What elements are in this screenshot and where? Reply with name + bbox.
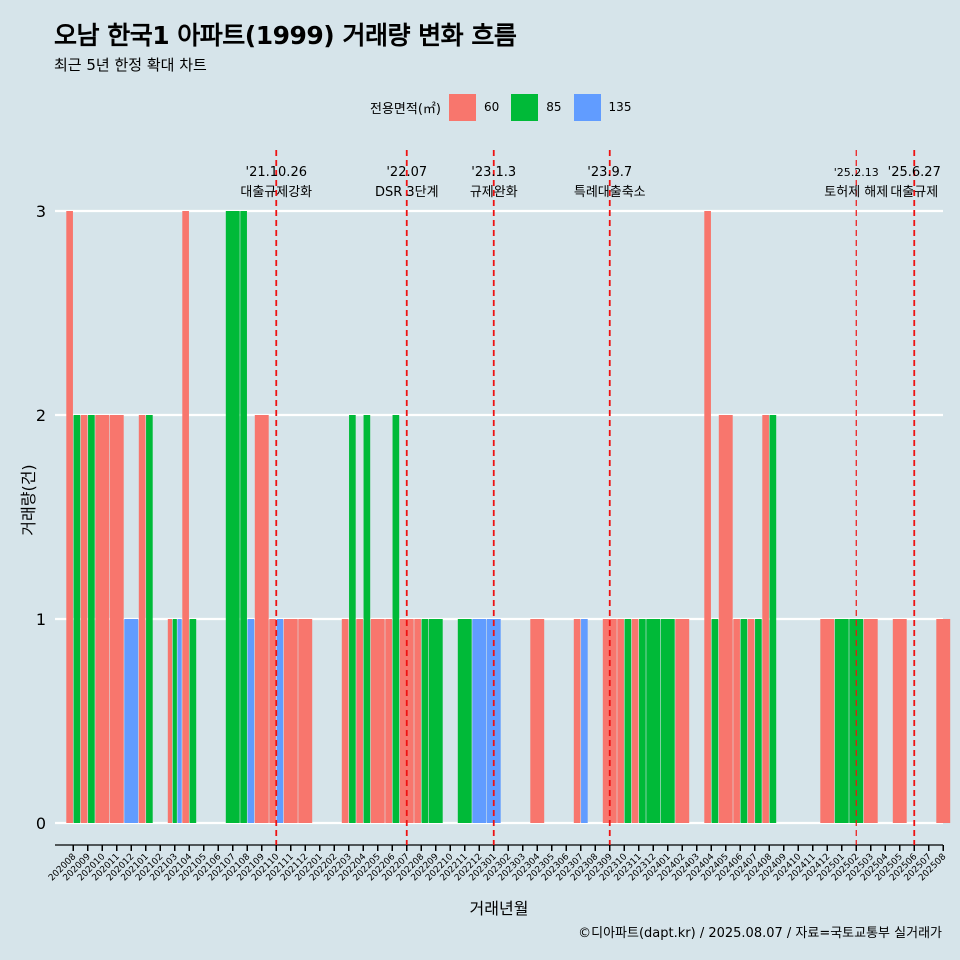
legend-swatch-135 [573,93,601,121]
bar-60-202010 [95,415,110,823]
bar-85-202204 [363,415,371,823]
event-date-202301: '23.1.3 [471,165,516,180]
bar-60-202203 [341,619,349,823]
y-tick-label: 3 [36,202,46,221]
bar-135-202212 [472,619,487,823]
bar-85-202311 [639,619,646,823]
bar-85-202211 [457,619,472,823]
legend-label-135: 135 [608,100,632,114]
source-footer: ©디아파트(dapt.kr) / 2025.08.07 / 자료=국토교통부 실… [578,926,942,941]
bar-60-202008 [66,211,73,823]
bar-85-202406 [740,619,748,823]
bar-60-202402 [675,619,690,823]
event-date-202502: '25.2.13 [834,166,879,179]
bar-135-202108 [247,619,255,823]
bar-85-202008 [73,415,81,823]
legend-item-60: 60 [448,93,505,121]
bar-135-202012 [124,619,139,823]
bar-60-202205 [370,619,385,823]
legend-label-60: 60 [483,100,500,114]
bar-60-202101 [138,415,146,823]
bar-135-202307 [581,619,588,823]
bar-135-202103 [177,619,182,823]
event-label-202207: DSR 3단계 [375,185,439,200]
bar-85-202501 [834,619,849,823]
bar-60-202206 [385,619,392,823]
event-label-202502: 토허제 해제 [824,185,888,200]
event-label-202309: 특례대출축소 [574,185,646,200]
event-date-202309: '23.9.7 [587,165,632,180]
bar-85-202310 [624,619,632,823]
event-date-202110: '21.10.26 [246,165,307,180]
bar-60-202112 [298,619,313,823]
bar-60-202109 [254,415,269,823]
bar-60-202103 [167,619,173,823]
bar-85-202312 [646,619,661,823]
legend-swatch-85 [511,93,539,121]
bar-60-202404 [704,211,711,823]
x-axis-title: 거래년월 [470,899,529,918]
bar-85-202208 [421,619,429,823]
bar-60-202110 [269,619,276,823]
bar-60-202407 [747,619,755,823]
bar-85-202108 [240,211,247,823]
bar-85-202107 [225,211,240,823]
bar-85-202103 [172,619,177,823]
event-label-202110: 대출규제강화 [240,185,312,200]
bar-60-202503 [863,619,878,823]
bar-60-202310 [617,619,624,823]
bar-85-202206 [392,415,400,823]
bar-85-202408 [769,415,777,823]
legend-item-85: 85 [511,93,567,121]
bar-85-202407 [755,619,762,823]
bar-60-202104 [182,211,189,823]
bar-85-202104 [189,619,197,823]
bar-85-202209 [428,619,443,823]
bar-60-202505 [892,619,907,823]
legend-title: 전용면적(㎡) [370,101,441,117]
event-label-202301: 규제완화 [470,185,518,200]
bar-85-202401 [660,619,675,823]
y-tick-label: 0 [36,814,46,833]
bar-85-202203 [349,415,356,823]
legend-swatch-60 [448,93,476,121]
chart-subtitle: 최근 5년 한정 확대 차트 [54,56,207,74]
bar-85-202009 [88,415,95,823]
bar-135-202110 [276,619,284,823]
event-date-202207: '22.07 [386,165,427,180]
legend-item-135: 135 [573,93,638,121]
bar-60-202508 [936,619,951,823]
y-tick-label: 2 [36,406,46,425]
bar-60-202412 [820,619,835,823]
bar-60-202307 [573,619,581,823]
event-date-202506: '25.6.27 [888,165,941,180]
bar-60-202408 [762,415,769,823]
bar-60-202204 [356,619,363,823]
bar-60-202011 [109,415,124,823]
y-tick-label: 1 [36,610,46,629]
y-axis-title: 거래량(건) [19,464,38,535]
bar-60-202009 [80,415,88,823]
legend: 전용면적(㎡) 60 85 135 [370,93,643,121]
chart-title: 오남 한국1 아파트(1999) 거래량 변화 흐름 [54,21,517,50]
bar-60-202311 [631,619,639,823]
legend-label-85: 85 [546,100,562,114]
bar-60-202208 [414,619,421,823]
bar-85-202101 [146,415,153,823]
event-label-202506: 대출규제 [890,185,938,200]
bar-60-202405 [718,415,733,823]
bar-60-202111 [283,619,298,823]
bar-85-202404 [711,619,719,823]
bar-60-202304 [530,619,545,823]
bar-60-202406 [733,619,740,823]
